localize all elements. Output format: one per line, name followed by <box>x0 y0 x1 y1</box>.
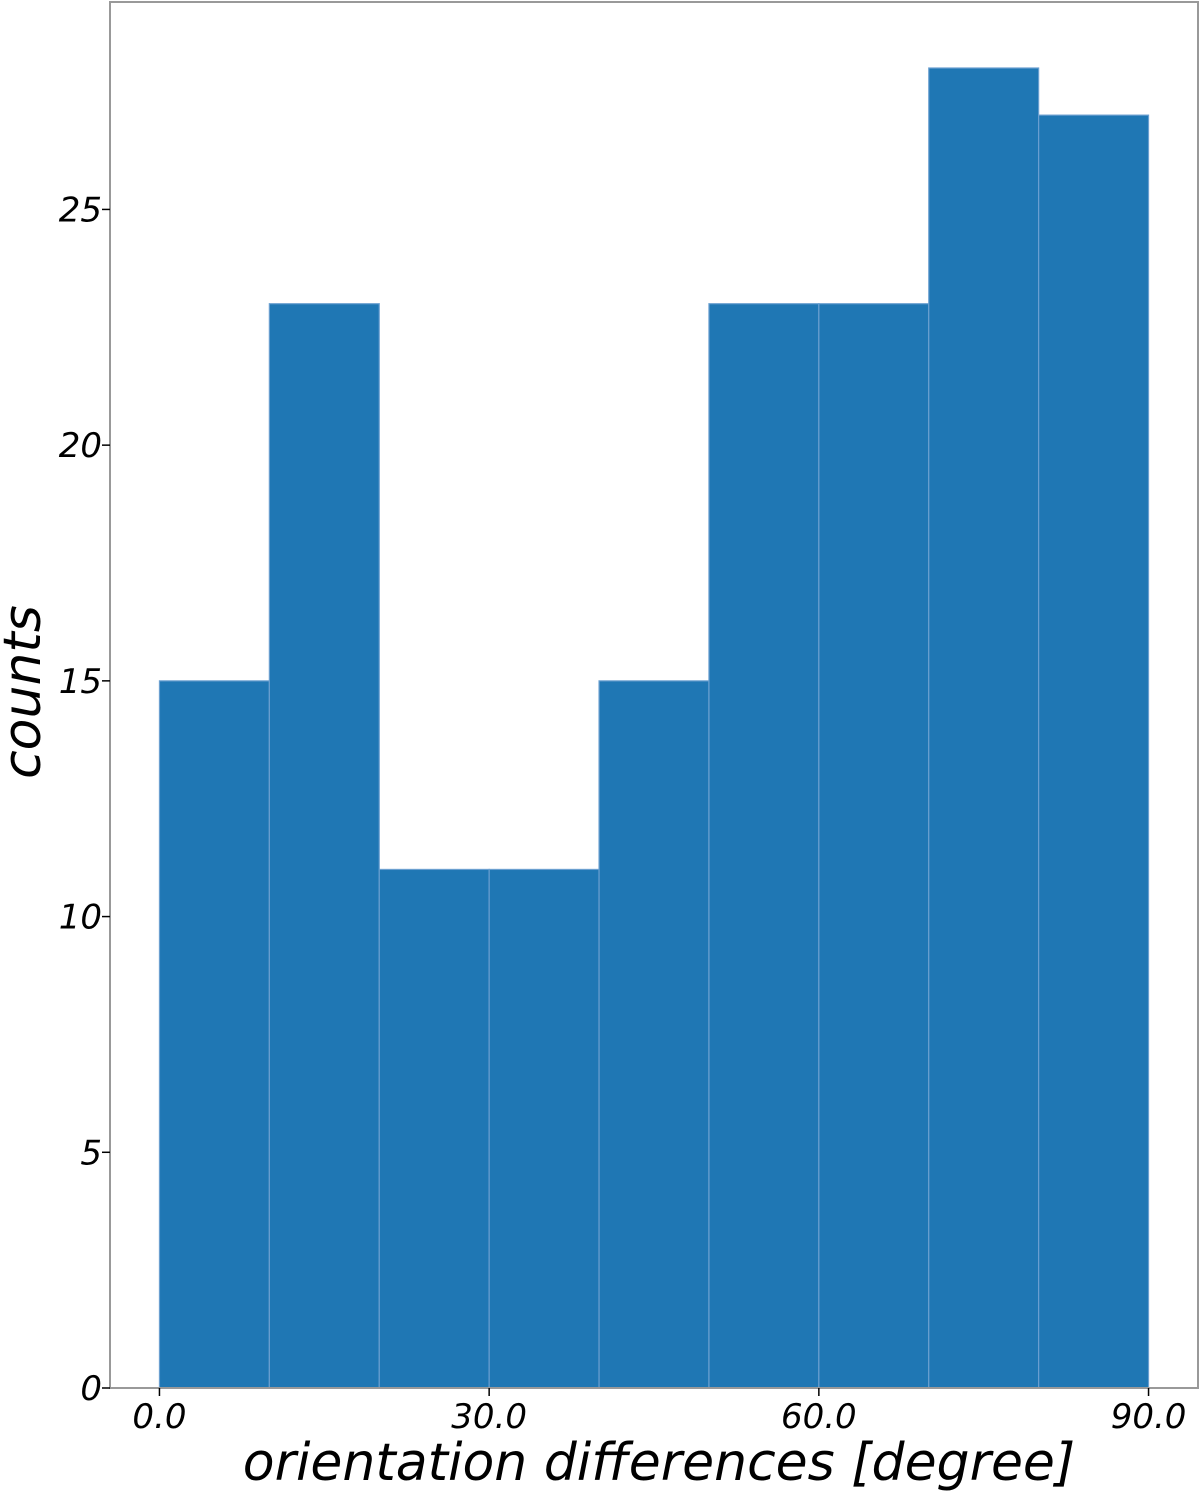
x-axis-label: orientation differences [degree] <box>243 1433 1075 1493</box>
histogram-bar <box>488 868 600 1389</box>
plot-frame <box>109 1 1199 1389</box>
x-tick-label: 60.0 <box>781 1397 857 1437</box>
y-tick-label: 20 <box>59 426 102 466</box>
x-axis: 0.0 30.0 60.0 90.0 <box>132 1388 1186 1437</box>
y-tick-label: 25 <box>59 190 102 230</box>
y-tick-label: 0 <box>80 1369 102 1409</box>
x-tick-label: 90.0 <box>1111 1397 1187 1437</box>
histogram-bar <box>1038 114 1150 1389</box>
y-axis: 0 5 10 15 20 25 <box>59 190 110 1409</box>
y-tick-label: 15 <box>59 662 102 702</box>
bars-group <box>158 67 1150 1389</box>
y-tick-label: 10 <box>59 898 102 938</box>
histogram-bar <box>268 303 380 1389</box>
histogram-bar <box>598 680 710 1389</box>
x-tick-label: 0.0 <box>132 1397 186 1437</box>
y-axis-label: counts <box>0 605 53 779</box>
y-tick-label: 5 <box>80 1133 102 1173</box>
histogram-bar <box>158 680 270 1389</box>
histogram-bar <box>378 868 490 1389</box>
histogram-bar <box>708 303 820 1389</box>
histogram-bar <box>818 303 930 1389</box>
histogram-bar <box>928 67 1040 1389</box>
x-tick-label: 30.0 <box>451 1397 527 1437</box>
